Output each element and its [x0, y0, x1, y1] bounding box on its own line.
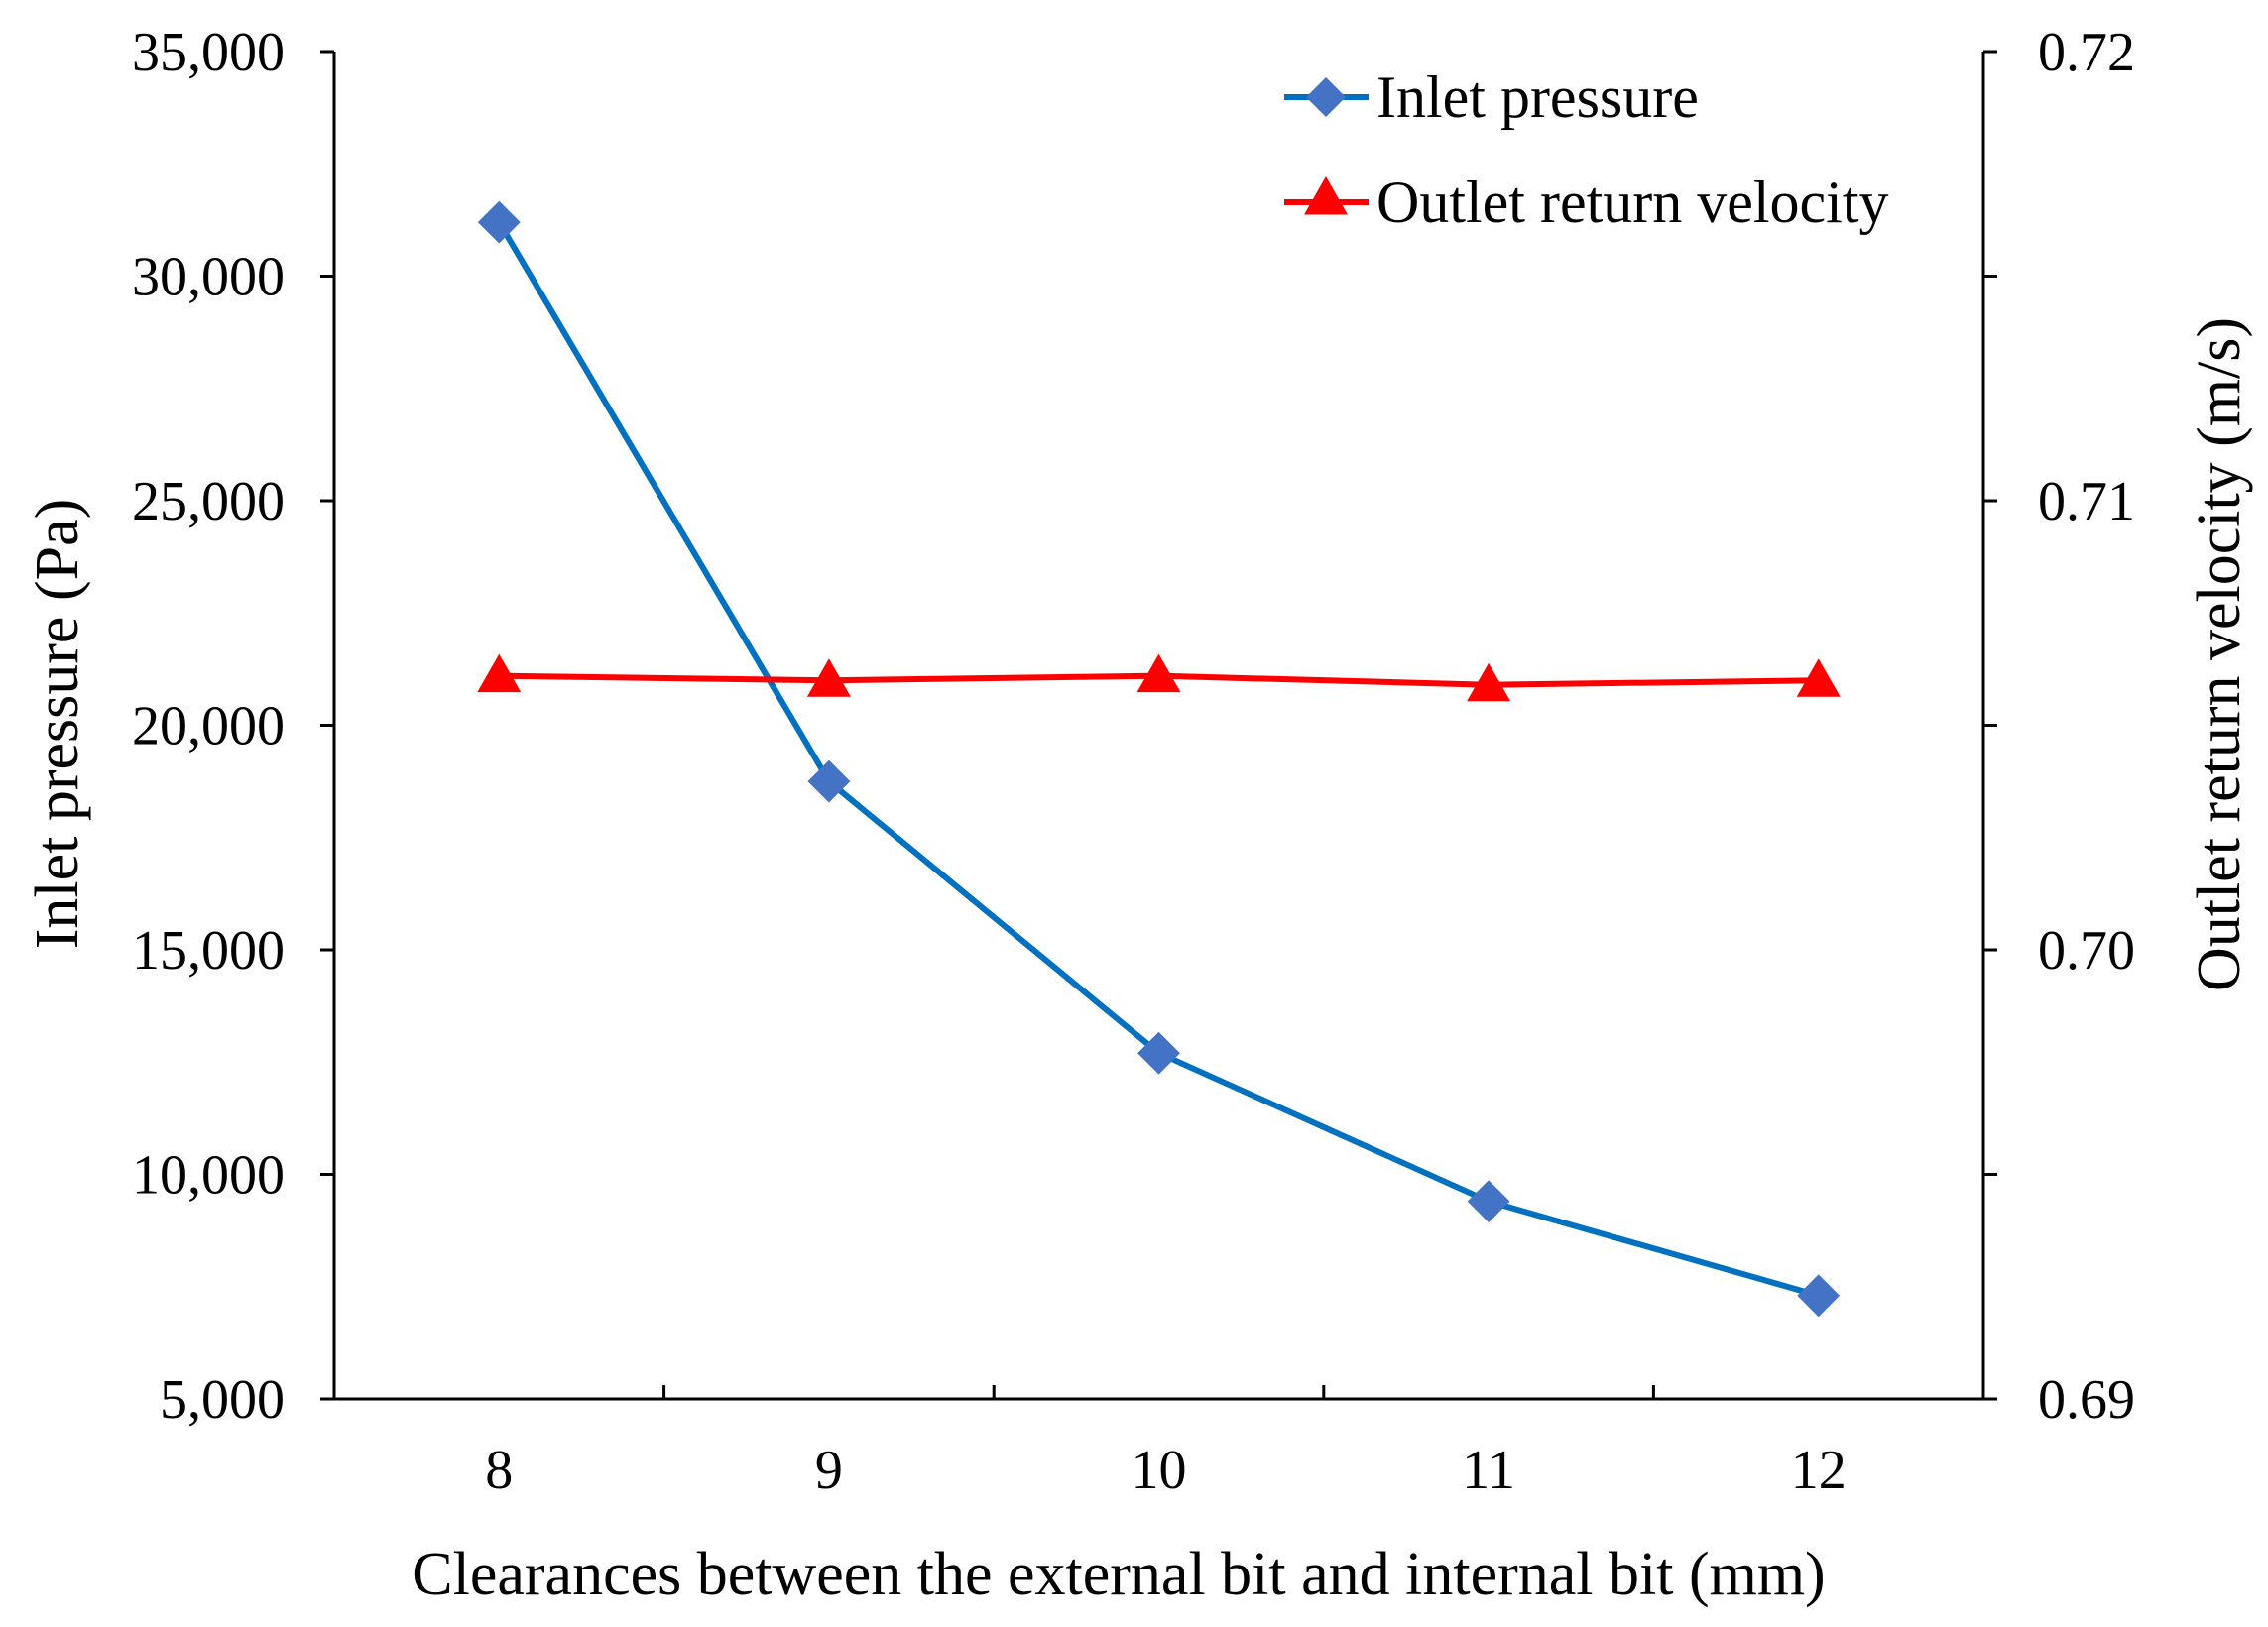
- legend-marker-triangle-icon: [1304, 176, 1348, 215]
- data-point-inlet-pressure: [1797, 1274, 1841, 1318]
- y-right-tick-label: 0.69: [2038, 1369, 2135, 1431]
- x-tick-label: 12: [1791, 1440, 1847, 1501]
- data-point-outlet-return-velocity: [1467, 662, 1511, 702]
- y-left-tick-label: 10,000: [132, 1145, 285, 1207]
- y-left-axis-title: Inlet pressure (Pa): [24, 499, 91, 950]
- series-layer: [477, 200, 1841, 1318]
- axes: 5,000 10,000 15,000 20,000 25,000 30,000 35,00…: [132, 22, 2135, 1501]
- y-left-tick-label: 5,000: [160, 1369, 285, 1431]
- data-point-inlet-pressure: [807, 759, 851, 803]
- data-point-outlet-return-velocity: [1796, 658, 1841, 697]
- data-point-outlet-return-velocity: [1136, 653, 1181, 693]
- y-left-tick-label: 20,000: [132, 696, 285, 757]
- y-left-tick-label: 30,000: [132, 247, 285, 308]
- data-point-outlet-return-velocity: [806, 658, 851, 697]
- y-right-tick-label: 0.72: [2038, 22, 2135, 83]
- legend-marker-diamond-icon: [1306, 77, 1346, 117]
- x-tick-label: 10: [1132, 1440, 1187, 1501]
- legend-item-outlet-return-velocity: Outlet return velocity: [1284, 170, 1889, 235]
- data-point-inlet-pressure: [1137, 1031, 1180, 1075]
- x-axis-title: Clearances between the external bit and …: [412, 1541, 1825, 1608]
- y-right-axis-title: Outlet return velocity (m/s): [2186, 317, 2253, 991]
- x-tick-label: 9: [815, 1440, 843, 1501]
- data-point-outlet-return-velocity: [477, 653, 522, 693]
- y-left-tick-label: 15,000: [132, 920, 285, 982]
- y-right-tick-label: 0.70: [2038, 920, 2135, 982]
- legend-label-inlet-pressure: Inlet pressure: [1376, 64, 1699, 130]
- legend-label-outlet-return-velocity: Outlet return velocity: [1376, 170, 1889, 235]
- series-line-inlet-pressure: [496, 220, 1820, 1299]
- x-tick-label: 8: [485, 1440, 513, 1501]
- y-left-tick-label: 35,000: [132, 22, 285, 83]
- y-right-tick-label: 0.71: [2038, 471, 2135, 532]
- data-point-inlet-pressure: [1467, 1180, 1510, 1223]
- legend-item-inlet-pressure: Inlet pressure: [1284, 64, 1699, 130]
- x-tick-label: 11: [1462, 1440, 1515, 1501]
- y-left-tick-label: 25,000: [132, 471, 285, 532]
- legend: Inlet pressure Outlet return velocity: [1284, 64, 1889, 235]
- data-point-inlet-pressure: [477, 200, 521, 244]
